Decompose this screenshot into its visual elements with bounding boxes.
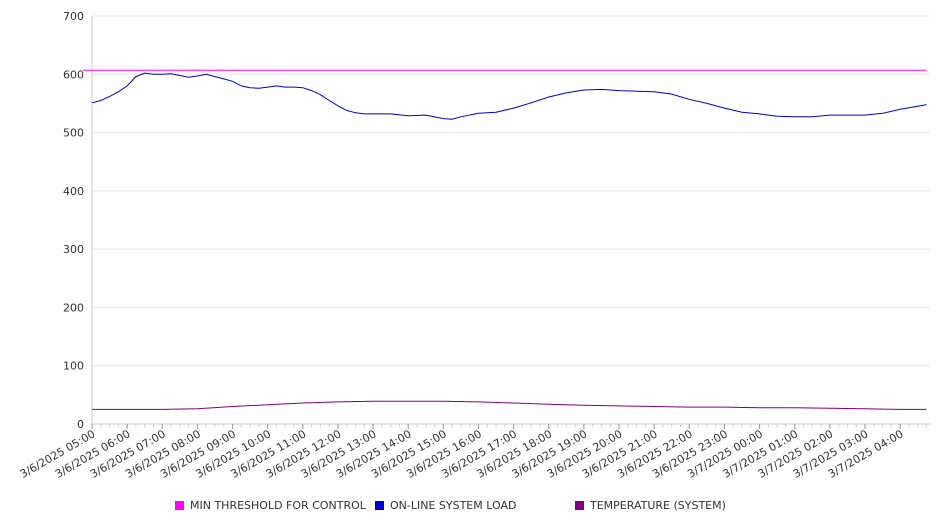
legend[interactable]: MIN THRESHOLD FOR CONTROL ON-LINE SYSTEM … bbox=[175, 499, 726, 512]
grid bbox=[92, 15, 930, 367]
y-tick-label: 400 bbox=[63, 185, 84, 198]
y-tick-label: 200 bbox=[63, 301, 84, 314]
legend-label: MIN THRESHOLD FOR CONTROL bbox=[190, 499, 367, 512]
y-tick-label: 300 bbox=[63, 243, 84, 256]
legend-label: TEMPERATURE (SYSTEM) bbox=[589, 499, 726, 512]
legend-item[interactable]: TEMPERATURE (SYSTEM) bbox=[575, 499, 726, 512]
legend-swatch bbox=[175, 501, 184, 510]
y-tick-label: 0 bbox=[77, 418, 84, 431]
y-axis-tick-labels: 0 100 200 300 400 500 600 700 bbox=[63, 10, 84, 431]
legend-swatch bbox=[575, 501, 584, 510]
series-lines bbox=[83, 69, 927, 410]
series-line-3 bbox=[92, 400, 927, 410]
legend-label: ON-LINE SYSTEM LOAD bbox=[390, 499, 516, 512]
x-axis-tick-labels: 3/6/2025 05:003/6/2025 06:003/6/2025 07:… bbox=[18, 427, 906, 481]
y-tick-label: 700 bbox=[63, 10, 84, 23]
y-tick-label: 100 bbox=[63, 360, 84, 373]
y-tick-label: 600 bbox=[63, 68, 84, 81]
legend-item[interactable]: ON-LINE SYSTEM LOAD bbox=[375, 499, 516, 512]
legend-swatch bbox=[375, 501, 384, 510]
series-line-2 bbox=[91, 72, 927, 120]
legend-item[interactable]: MIN THRESHOLD FOR CONTROL bbox=[175, 499, 367, 512]
y-tick-label: 500 bbox=[63, 127, 84, 140]
axes bbox=[91, 16, 930, 429]
